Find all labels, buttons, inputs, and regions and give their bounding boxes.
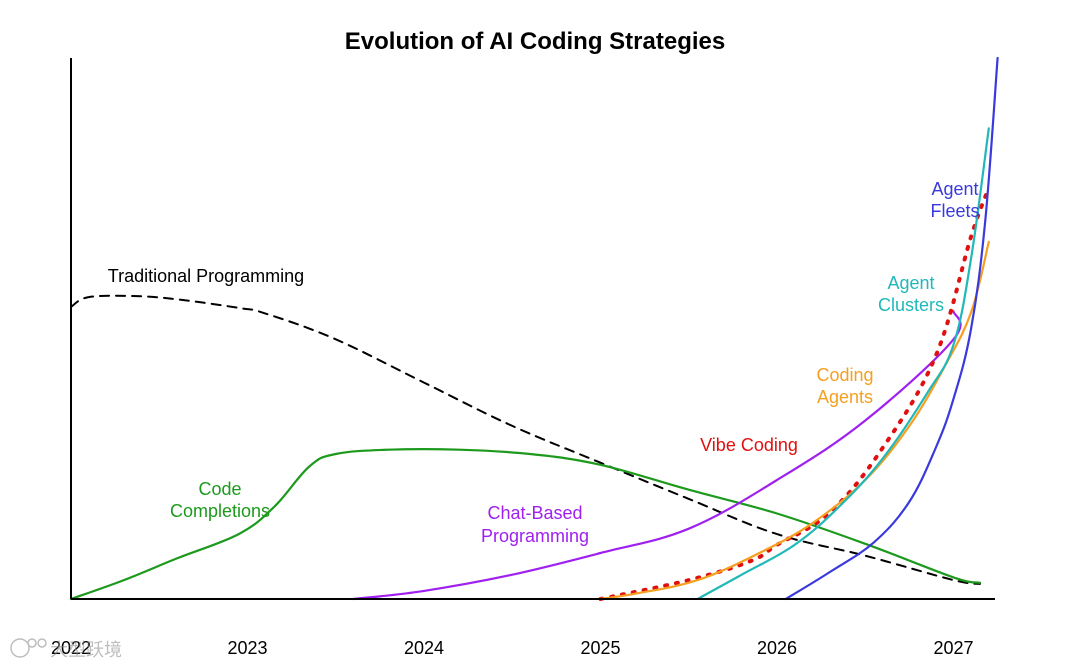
chart-title: Evolution of AI Coding Strategies bbox=[344, 28, 726, 55]
x-tick-label: 2022 bbox=[51, 638, 91, 658]
series-label-line: Code bbox=[198, 479, 241, 499]
series-label-line: Vibe Coding bbox=[700, 435, 798, 455]
series-label-coding-agents: Coding Agents bbox=[816, 365, 873, 407]
x-tick-label: 2024 bbox=[404, 638, 444, 658]
series-label-agent-fleets: Agent Fleets bbox=[930, 179, 979, 221]
series-line-chat-based-programming bbox=[352, 310, 962, 601]
series-label-traditional-programming: Traditional Programming bbox=[108, 266, 304, 286]
series-label-line: Agents bbox=[817, 387, 873, 407]
series-line-code-completions bbox=[69, 448, 982, 601]
watermark: 大型跃境 bbox=[6, 634, 146, 664]
series-line-traditional-programming bbox=[70, 294, 981, 585]
circle-logo-icon bbox=[10, 638, 47, 658]
watermark-text: 大型跃境 bbox=[50, 640, 122, 660]
x-tick-label: 2025 bbox=[580, 638, 620, 658]
series-label-line: Agent bbox=[887, 273, 934, 293]
series-label-vibe-coding: Vibe Coding bbox=[700, 435, 798, 455]
series-label-chat-based-programming: Chat-Based Programming bbox=[481, 503, 589, 546]
series-label-line: Programming bbox=[481, 526, 589, 546]
series-label-line: Clusters bbox=[878, 295, 944, 315]
series-label-line: Completions bbox=[170, 501, 270, 521]
series-label-line: Chat-Based bbox=[487, 503, 582, 523]
watermark-graphic: 大型跃境 bbox=[10, 638, 122, 660]
series-label-line: Agent bbox=[931, 179, 978, 199]
series-label-agent-clusters: Agent Clusters bbox=[878, 273, 944, 315]
series-line-coding-agents bbox=[599, 240, 990, 601]
x-tick-label: 2026 bbox=[757, 638, 797, 658]
series-label-line: Traditional Programming bbox=[108, 266, 304, 286]
series-label-code-completions: Code Completions bbox=[170, 479, 270, 521]
series-label-line: Fleets bbox=[930, 201, 979, 221]
series-line-agent-clusters bbox=[696, 127, 990, 601]
x-tick-label: 2027 bbox=[933, 638, 973, 658]
x-tick-label: 2023 bbox=[227, 638, 267, 658]
series-line-agent-fleets bbox=[784, 56, 999, 601]
series-label-line: Coding bbox=[816, 365, 873, 385]
